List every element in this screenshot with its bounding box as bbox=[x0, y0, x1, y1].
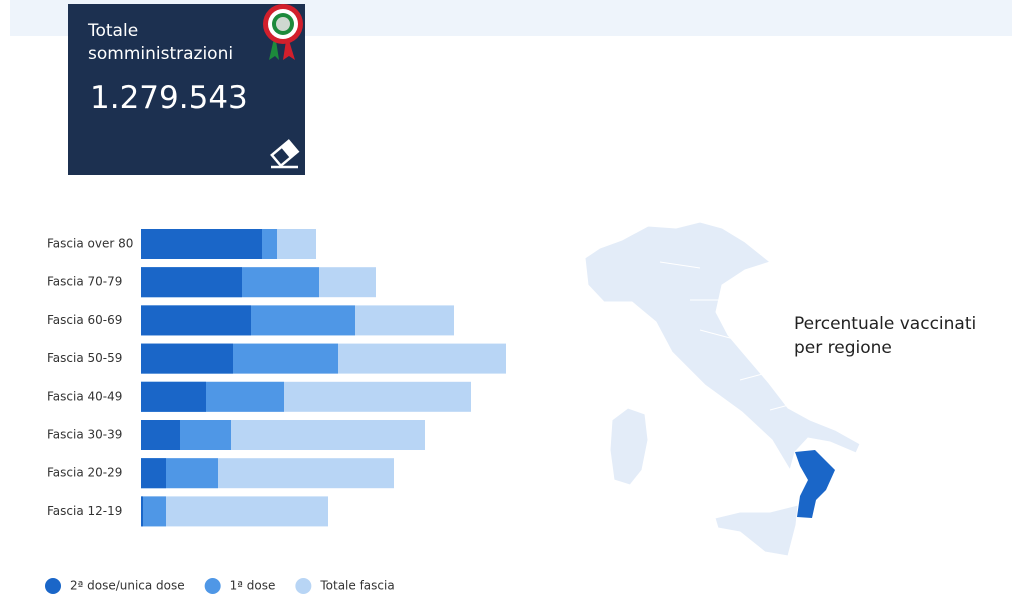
category-label: Fascia 50-59 bbox=[47, 351, 122, 365]
card-icons bbox=[263, 4, 303, 169]
total-card: Totale somministrazioni 1.279.543 bbox=[68, 4, 305, 175]
bar bbox=[141, 305, 251, 336]
category-label: Fascia 60-69 bbox=[47, 313, 122, 327]
legend-swatch bbox=[45, 578, 61, 594]
eraser-icon bbox=[270, 139, 300, 168]
legend-label: Totale fascia bbox=[319, 579, 394, 593]
category-label: Fascia over 80 bbox=[47, 237, 133, 251]
category-label: Fascia 30-39 bbox=[47, 428, 122, 442]
category-label: Fascia 20-29 bbox=[47, 466, 122, 480]
legend-swatch bbox=[295, 578, 312, 594]
bar bbox=[141, 381, 206, 412]
category-label: Fascia 70-79 bbox=[47, 275, 122, 289]
legend-label: 1ª dose bbox=[230, 579, 276, 593]
card-title: Totale somministrazioni bbox=[88, 21, 234, 64]
bar bbox=[141, 496, 166, 527]
legend-swatch bbox=[204, 578, 221, 594]
highlighted-region bbox=[795, 450, 835, 518]
bar bbox=[141, 420, 180, 450]
cockade bbox=[263, 4, 303, 60]
bar bbox=[141, 496, 143, 527]
legend-label: 2ª dose/unica dose bbox=[70, 579, 185, 593]
bar bbox=[141, 343, 233, 374]
map-title: Percentuale vaccinati per regione bbox=[794, 314, 977, 358]
card-value: 1.279.543 bbox=[90, 80, 248, 116]
bar bbox=[141, 267, 242, 298]
category-label: Fascia 40-49 bbox=[47, 389, 122, 403]
bar bbox=[141, 496, 328, 527]
category-label: Fascia 12-19 bbox=[47, 504, 122, 518]
bar bbox=[141, 458, 166, 489]
bar bbox=[141, 229, 262, 259]
italy-map bbox=[584, 221, 861, 557]
